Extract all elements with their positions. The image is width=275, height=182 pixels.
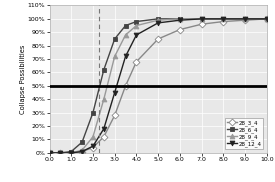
28_9_4 <box>113 55 116 58</box>
28_9_4 <box>70 152 73 154</box>
28_6_4 <box>156 18 160 20</box>
28_3_4 <box>48 152 51 154</box>
28_6_4 <box>81 141 84 143</box>
Legend: 28_3_4, 28_6_4, 28_9_4, 28_12_4: 28_3_4, 28_6_4, 28_9_4, 28_12_4 <box>225 118 263 149</box>
28_9_4 <box>102 98 106 100</box>
28_12_4 <box>81 151 84 153</box>
28_6_4 <box>124 24 127 27</box>
28_9_4 <box>156 19 160 21</box>
28_12_4 <box>59 152 62 154</box>
28_6_4 <box>59 152 62 154</box>
28_3_4 <box>200 23 203 25</box>
28_12_4 <box>200 18 203 20</box>
28_9_4 <box>135 24 138 27</box>
Text: $S_a(T)/S_a(T)_{MCE}$: $S_a(T)/S_a(T)_{MCE}$ <box>225 181 267 182</box>
28_6_4 <box>243 18 247 20</box>
28_6_4 <box>135 20 138 23</box>
28_12_4 <box>178 19 182 21</box>
28_9_4 <box>59 152 62 154</box>
28_6_4 <box>102 69 106 71</box>
28_6_4 <box>178 18 182 20</box>
28_3_4 <box>243 19 247 21</box>
28_9_4 <box>243 18 247 20</box>
Y-axis label: Collapse Possibilities: Collapse Possibilities <box>20 44 26 114</box>
28_3_4 <box>113 114 116 116</box>
28_6_4 <box>265 18 268 20</box>
28_9_4 <box>124 34 127 36</box>
28_3_4 <box>70 152 73 154</box>
28_3_4 <box>91 147 95 149</box>
28_12_4 <box>135 34 138 36</box>
28_12_4 <box>113 92 116 94</box>
28_12_4 <box>91 145 95 147</box>
Line: 28_3_4: 28_3_4 <box>47 16 269 155</box>
28_12_4 <box>48 152 51 154</box>
28_12_4 <box>102 128 106 130</box>
28_9_4 <box>265 18 268 20</box>
28_6_4 <box>200 18 203 20</box>
28_12_4 <box>70 152 73 154</box>
28_3_4 <box>178 29 182 31</box>
28_3_4 <box>124 85 127 87</box>
28_6_4 <box>113 38 116 40</box>
28_3_4 <box>222 20 225 23</box>
Line: 28_12_4: 28_12_4 <box>47 16 269 155</box>
28_9_4 <box>222 18 225 20</box>
28_3_4 <box>59 152 62 154</box>
28_6_4 <box>222 18 225 20</box>
Line: 28_9_4: 28_9_4 <box>47 16 269 155</box>
28_9_4 <box>200 18 203 20</box>
28_12_4 <box>222 18 225 20</box>
28_3_4 <box>156 38 160 40</box>
28_3_4 <box>102 136 106 138</box>
28_12_4 <box>243 18 247 20</box>
28_3_4 <box>265 18 268 20</box>
28_9_4 <box>91 136 95 138</box>
28_6_4 <box>48 152 51 154</box>
28_12_4 <box>124 55 127 58</box>
28_12_4 <box>265 18 268 20</box>
28_9_4 <box>48 152 51 154</box>
28_9_4 <box>81 149 84 151</box>
28_6_4 <box>91 112 95 114</box>
Line: 28_6_4: 28_6_4 <box>47 16 269 155</box>
28_12_4 <box>156 22 160 24</box>
28_9_4 <box>178 18 182 20</box>
28_3_4 <box>135 61 138 63</box>
28_3_4 <box>81 151 84 153</box>
28_6_4 <box>70 151 73 153</box>
